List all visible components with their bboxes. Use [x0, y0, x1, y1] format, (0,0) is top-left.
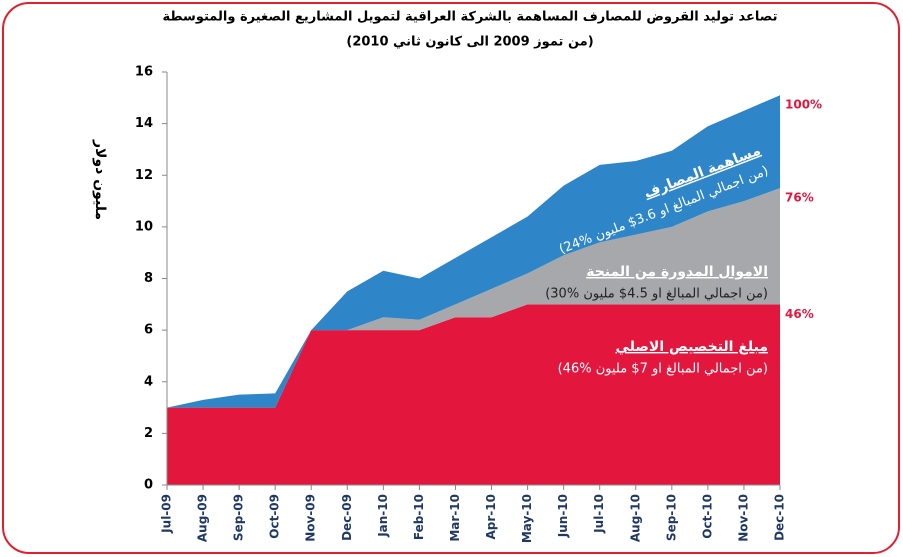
x-tick-label: Sep-10: [664, 494, 678, 541]
series-note: (30% من اجمالي المبالغ او 4.5$ مليون): [545, 287, 768, 302]
y-tick-label: 16: [135, 65, 153, 80]
series-name: الاموال المدورة من المنحة: [586, 264, 768, 280]
area: [167, 95, 780, 408]
y-tick-label: 6: [144, 323, 153, 338]
share-label: 100%: [785, 98, 822, 112]
x-tick-label: Nov-09: [304, 494, 318, 542]
share-label: 76%: [785, 191, 814, 205]
x-tick-label: Dec-10: [773, 494, 787, 541]
chart-title: تصاعد توليد القروض للمصارف المساهمة بالش…: [163, 10, 778, 25]
x-tick-label: Feb-10: [412, 494, 426, 540]
x-tick-label: Jun-10: [556, 494, 570, 538]
area: [167, 304, 780, 485]
x-tick-label: May-10: [520, 494, 534, 543]
y-tick-label: 12: [135, 168, 153, 183]
y-tick-label: 8: [144, 271, 153, 286]
x-tick-label: Dec-09: [340, 494, 354, 541]
chart-subtitle: (من تموز 2009 الى كانون ثاني 2010): [346, 35, 593, 50]
x-tick-label: Mar-10: [448, 494, 462, 542]
y-tick-label: 0: [144, 478, 153, 493]
x-tick-label: Jul-10: [592, 494, 606, 534]
y-axis-label: مليون دولار: [92, 139, 108, 220]
x-tick-label: Aug-10: [628, 494, 642, 542]
series-name: مبلغ التخصيص الاصلي: [615, 339, 768, 355]
area: [167, 188, 780, 408]
y-tick-label: 14: [135, 116, 153, 131]
x-tick-label: Nov-10: [736, 494, 750, 542]
x-tick-label: Apr-10: [484, 494, 498, 539]
x-tick-label: Sep-09: [232, 494, 246, 541]
y-tick-label: 4: [144, 374, 153, 389]
y-tick-label: 2: [144, 426, 153, 441]
x-tick-label: Jul-09: [160, 494, 174, 534]
y-tick-label: 10: [135, 219, 153, 234]
x-tick-label: Oct-10: [700, 494, 714, 539]
x-tick-label: Jan-10: [376, 494, 390, 538]
x-tick-label: Oct-09: [268, 494, 282, 539]
share-label: 46%: [785, 307, 814, 321]
series-note: (46% من اجمالي المبالغ او 7$ مليون): [558, 362, 768, 377]
x-tick-label: Aug-09: [196, 494, 210, 542]
